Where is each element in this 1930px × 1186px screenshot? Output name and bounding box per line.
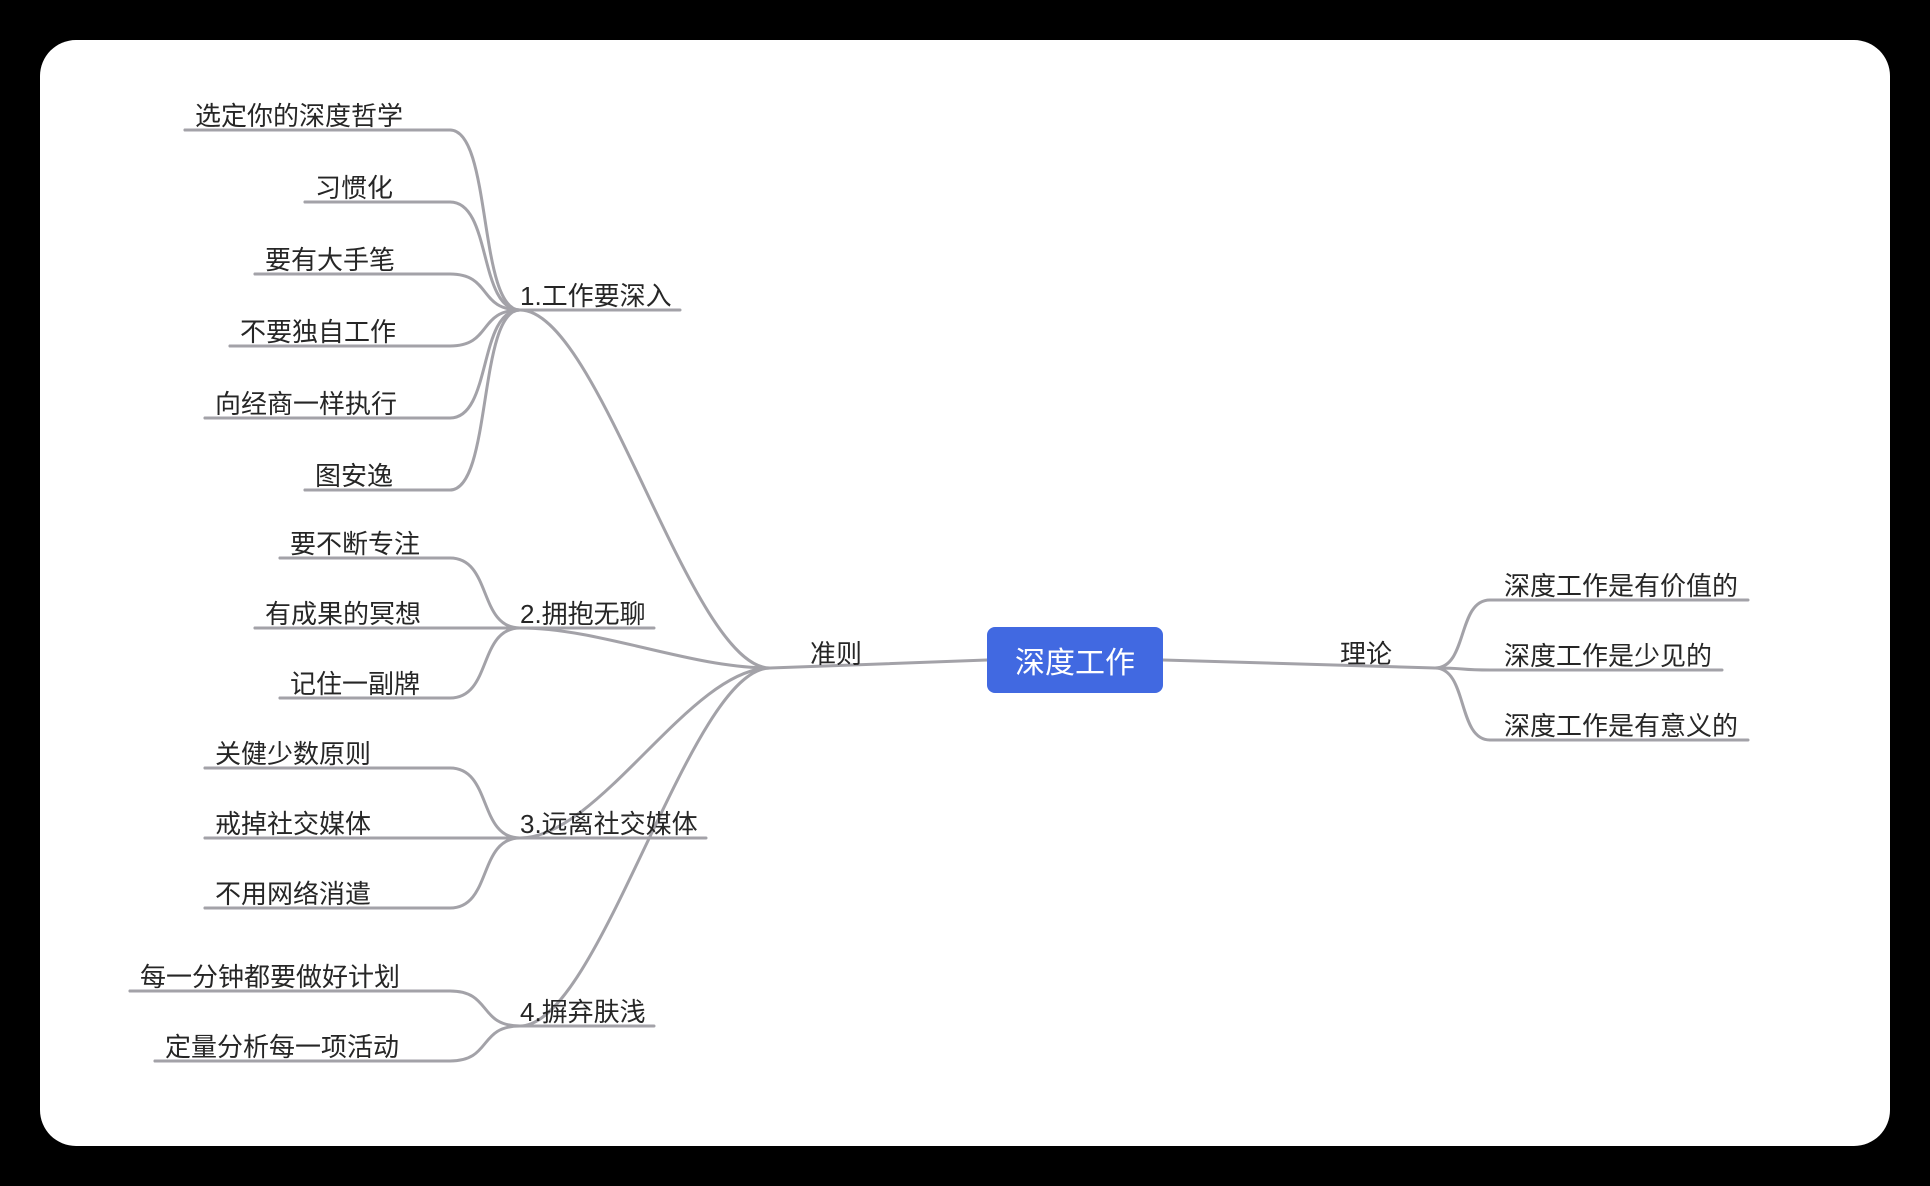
leaf-戒掉社交媒体: 戒掉社交媒体: [215, 804, 371, 841]
leaf-习惯化: 习惯化: [315, 168, 393, 205]
subbranch-1.工作要深入: 1.工作要深入: [520, 276, 672, 313]
leaf-图安逸: 图安逸: [315, 456, 393, 493]
leaf-深度工作是少见的: 深度工作是少见的: [1504, 636, 1712, 673]
subbranch-4.摒弃肤浅: 4.摒弃肤浅: [520, 992, 646, 1029]
leaf-向经商一样执行: 向经商一样执行: [215, 384, 397, 421]
leaf-要有大手笔: 要有大手笔: [265, 240, 395, 277]
branch-理论: 理论: [1340, 634, 1392, 671]
leaf-记住一副牌: 记住一副牌: [290, 664, 420, 701]
leaf-每一分钟都要做好计划: 每一分钟都要做好计划: [140, 957, 400, 994]
mindmap-canvas: 深度工作 准则 1.工作要深入 选定你的深度哲学习惯化要有大手笔不要独自工作向经商一…: [40, 40, 1890, 1146]
subbranch-2.拥抱无聊: 2.拥抱无聊: [520, 594, 646, 631]
leaf-不用网络消遣: 不用网络消遣: [215, 874, 371, 911]
leaf-关健少数原则: 关健少数原则: [215, 734, 371, 771]
leaf-要不断专注: 要不断专注: [290, 524, 420, 561]
leaf-深度工作是有意义的: 深度工作是有意义的: [1504, 706, 1738, 743]
leaf-定量分析每一项活动: 定量分析每一项活动: [165, 1027, 399, 1064]
root-label: 深度工作: [1015, 638, 1135, 682]
leaf-有成果的冥想: 有成果的冥想: [265, 594, 421, 631]
leaf-选定你的深度哲学: 选定你的深度哲学: [195, 96, 403, 133]
branch-准则: 准则: [810, 634, 862, 671]
leaf-深度工作是有价值的: 深度工作是有价值的: [1504, 566, 1738, 603]
root-node: 深度工作: [987, 627, 1163, 693]
subbranch-3.远离社交媒体: 3.远离社交媒体: [520, 804, 698, 841]
leaf-不要独自工作: 不要独自工作: [240, 312, 396, 349]
